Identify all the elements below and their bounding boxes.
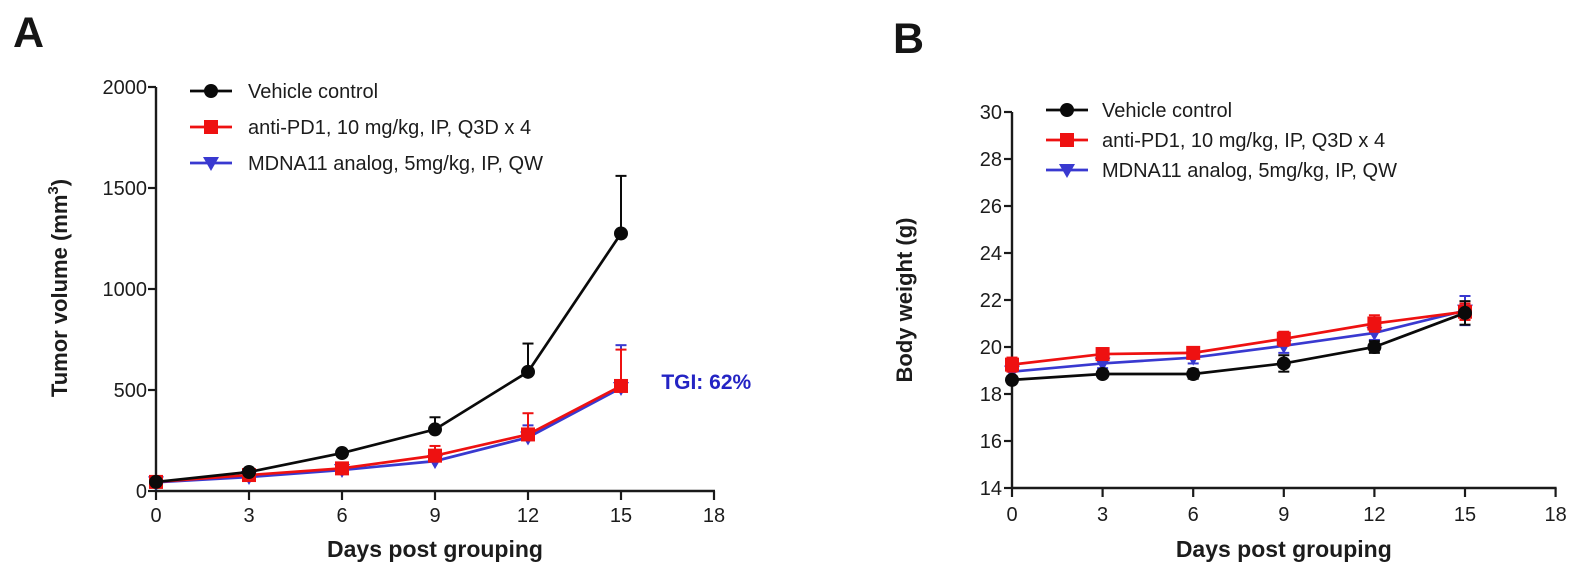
legend-marker [203,157,219,171]
data-point-marker [428,448,442,463]
data-point-marker [428,422,442,437]
data-point-marker [335,461,349,476]
legend-label: MDNA11 analog, 5mg/kg, IP, QW [248,153,543,175]
legend-marker [1060,103,1074,117]
y-tick-label: 26 [980,196,1002,218]
x-tick-label: 6 [336,505,347,527]
panel-b-letter: B [893,15,925,63]
series-mdna11-analog-5mg-kg-ip-qw [1004,295,1473,380]
y-tick-label: 1500 [103,178,148,200]
data-point-marker [1095,367,1110,382]
legend-item-anti-pd1-10-mg-kg-ip-q3d-x-4: anti-PD1, 10 mg/kg, IP, Q3D x 4 [1046,130,1385,152]
x-tick-label: 12 [1363,504,1385,526]
data-point-marker [1186,367,1201,382]
series-vehicle-control [1005,300,1472,387]
legend-item-vehicle-control: Vehicle control [190,81,378,103]
legend-label: Vehicle control [1102,100,1232,122]
x-tick-label: 9 [429,505,440,527]
series-vehicle-control [149,174,628,489]
series-line [1011,309,1466,374]
y-tick-label: 1000 [103,279,148,301]
y-tick-label: 500 [114,380,147,402]
data-point-marker [1186,345,1201,360]
tgi-annotation: TGI: 62% [661,371,751,394]
panel-a-letter: A [13,9,45,57]
y-tick-label: 30 [980,102,1002,124]
legend-item-mdna11-analog-5mg-kg-ip-qw: MDNA11 analog, 5mg/kg, IP, QW [190,153,543,175]
data-point-marker [242,465,256,480]
x-axis-title: Days post grouping [1176,536,1392,562]
data-point-marker [335,446,349,461]
legend-item-anti-pd1-10-mg-kg-ip-q3d-x-4: anti-PD1, 10 mg/kg, IP, Q3D x 4 [190,117,531,139]
y-tick-label: 28 [980,149,1002,171]
x-tick-label: 6 [1188,504,1199,526]
y-tick-label: 22 [980,290,1002,312]
data-point-marker [1005,357,1019,372]
series-line [1011,311,1466,382]
legend-item-vehicle-control: Vehicle control [1046,100,1232,122]
y-tick-label: 0 [136,481,147,503]
legend-marker [204,120,218,134]
x-tick-label: 0 [1006,504,1017,526]
axes: 14 16 18 20 22 24 26 28 30 0 3 6 9 12 15 18 [980,102,1567,526]
legend-marker [204,84,218,98]
series-line [1011,310,1466,366]
data-point-marker [614,378,628,393]
series-line [155,384,622,484]
data-point-marker [614,226,628,241]
legend-item-mdna11-analog-5mg-kg-ip-qw: MDNA11 analog, 5mg/kg, IP, QW [1046,160,1397,182]
data-point-marker [521,364,535,379]
y-tick-label: 2000 [103,77,148,99]
data-point-marker [1095,347,1110,362]
legend-marker [1060,133,1074,147]
y-tick-label: 24 [980,243,1002,265]
legend-label: anti-PD1, 10 mg/kg, IP, Q3D x 4 [1102,130,1385,152]
legend: Vehicle control anti-PD1, 10 mg/kg, IP, Q… [1046,100,1397,182]
series-anti-pd1-10-mg-kg-ip-q3d-x-4 [149,348,628,489]
x-tick-label: 15 [1454,504,1476,526]
legend-marker [1059,164,1075,178]
data-point-marker [1005,372,1019,387]
series-mdna11-analog-5mg-kg-ip-qw [148,344,629,491]
data-point-marker [1367,340,1382,354]
data-point-marker [1367,316,1382,331]
tumor-volume-chart: 0 500 1000 1500 2000 0 3 6 9 12 15 18 Days post grou… [45,77,752,562]
x-tick-label: 15 [610,505,632,527]
y-tick-label: 18 [980,384,1002,406]
body-weight-chart: 14 16 18 20 22 24 26 28 30 0 3 6 9 12 15 18 Days post gr… [892,100,1567,562]
x-axis-title: Days post grouping [327,536,543,562]
data-point-marker [1276,356,1291,371]
series-line [155,386,622,484]
axes: 0 500 1000 1500 2000 0 3 6 9 12 15 18 [103,77,726,527]
series-line [155,232,623,484]
legend-label: Vehicle control [248,81,378,103]
x-tick-label: 9 [1278,504,1289,526]
x-tick-label: 0 [150,505,161,527]
y-axis-title: Body weight (g) [892,218,917,383]
data-point-marker [521,427,535,442]
y-tick-label: 16 [980,431,1002,453]
legend-label: anti-PD1, 10 mg/kg, IP, Q3D x 4 [248,117,531,139]
data-point-marker [1458,305,1472,320]
data-point-marker [149,474,163,489]
x-tick-label: 3 [1097,504,1108,526]
data-point-marker [1276,331,1291,346]
y-tick-label: 14 [980,478,1002,500]
x-tick-label: 18 [703,505,725,527]
error-bar [615,174,627,234]
y-axis-title: Tumor volume (mm3) [45,179,72,397]
x-tick-label: 18 [1544,504,1566,526]
x-tick-label: 12 [517,505,539,527]
y-tick-label: 20 [980,337,1002,359]
legend-label: MDNA11 analog, 5mg/kg, IP, QW [1102,160,1397,182]
legend: Vehicle control anti-PD1, 10 mg/kg, IP, Q… [190,81,543,175]
x-tick-label: 3 [243,505,254,527]
